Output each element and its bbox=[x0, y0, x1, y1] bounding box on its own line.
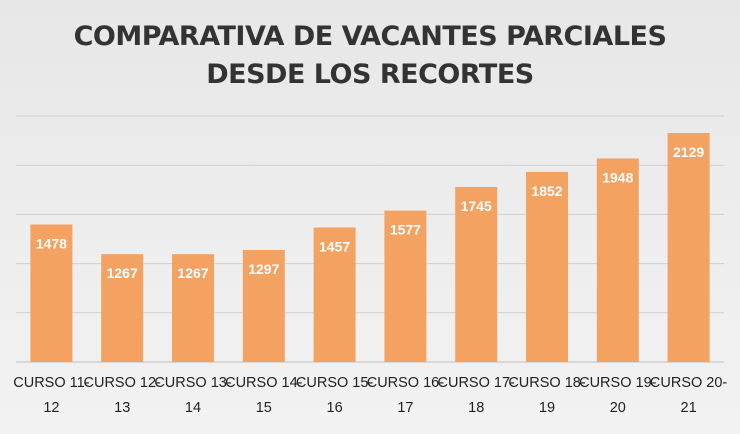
x-tick-label-line2-4: 15 bbox=[256, 400, 272, 416]
bar-9 bbox=[596, 158, 639, 362]
data-label-2: 1267 bbox=[107, 265, 138, 281]
bar-3 bbox=[172, 254, 214, 362]
x-tick-label-line1-6: CURSO 16- bbox=[367, 375, 445, 391]
x-tick-label-line1-3: CURSO 13- bbox=[154, 375, 232, 391]
x-tick-label-line2-2: 13 bbox=[114, 400, 130, 416]
data-label-9: 1948 bbox=[602, 169, 633, 185]
x-tick-label-line2-8: 19 bbox=[539, 400, 555, 416]
x-tick-label-line1-4: CURSO 14- bbox=[225, 375, 303, 391]
x-tick-label-line1-9: CURSO 19- bbox=[579, 375, 657, 391]
bar-7 bbox=[455, 186, 498, 362]
chart-title-line-2: DESDE LOS RECORTES bbox=[206, 59, 534, 90]
data-label-3: 1267 bbox=[177, 265, 208, 281]
bar-8 bbox=[526, 171, 568, 362]
x-tick-label-line1-2: CURSO 12- bbox=[84, 375, 162, 391]
x-tick-labels: CURSO 11- 12 CURSO 12- 13 CURSO 13- 14 CURSO 1… bbox=[13, 375, 727, 416]
x-tick-label-line2-6: 17 bbox=[397, 400, 413, 416]
x-tick-label-line2-3: 14 bbox=[185, 400, 201, 416]
x-tick-label-line2-9: 20 bbox=[610, 400, 626, 416]
bars bbox=[30, 133, 710, 362]
x-tick-label-line1-8: CURSO 18- bbox=[508, 375, 586, 391]
bar-4 bbox=[242, 249, 285, 362]
x-tick-label-line2-5: 16 bbox=[327, 400, 343, 416]
x-tick-label-line2-10: 21 bbox=[681, 400, 697, 416]
bar-5 bbox=[313, 227, 356, 362]
data-label-1: 1478 bbox=[36, 236, 67, 252]
data-label-5: 1457 bbox=[319, 238, 350, 254]
data-labels: 1478 1267 1267 1297 1457 1577 1745 1852 1948 2129 bbox=[36, 144, 705, 281]
x-tick-label-line2-7: 18 bbox=[468, 400, 484, 416]
data-label-8: 1852 bbox=[531, 183, 562, 199]
data-label-7: 1745 bbox=[461, 198, 492, 214]
chart-title: COMPARATIVA DE VACANTES PARCIALES DESDE … bbox=[0, 18, 740, 94]
x-tick-label-line1-7: CURSO 17- bbox=[438, 375, 516, 391]
data-label-10: 2129 bbox=[673, 144, 704, 160]
x-tick-label-line1-10: CURSO 20- bbox=[650, 375, 728, 391]
x-tick-label-line1-5: CURSO 15- bbox=[296, 375, 374, 391]
bar-6 bbox=[384, 210, 427, 362]
x-tick-label-line2-1: 12 bbox=[43, 400, 59, 416]
data-label-6: 1577 bbox=[390, 222, 421, 238]
data-label-4: 1297 bbox=[248, 261, 279, 277]
x-tick-label-line1-1: CURSO 11- bbox=[13, 375, 89, 391]
bar-1 bbox=[30, 224, 73, 362]
bar-10 bbox=[667, 133, 710, 362]
chart-title-line-1: COMPARATIVA DE VACANTES PARCIALES bbox=[73, 21, 667, 52]
bar-2 bbox=[101, 254, 144, 362]
